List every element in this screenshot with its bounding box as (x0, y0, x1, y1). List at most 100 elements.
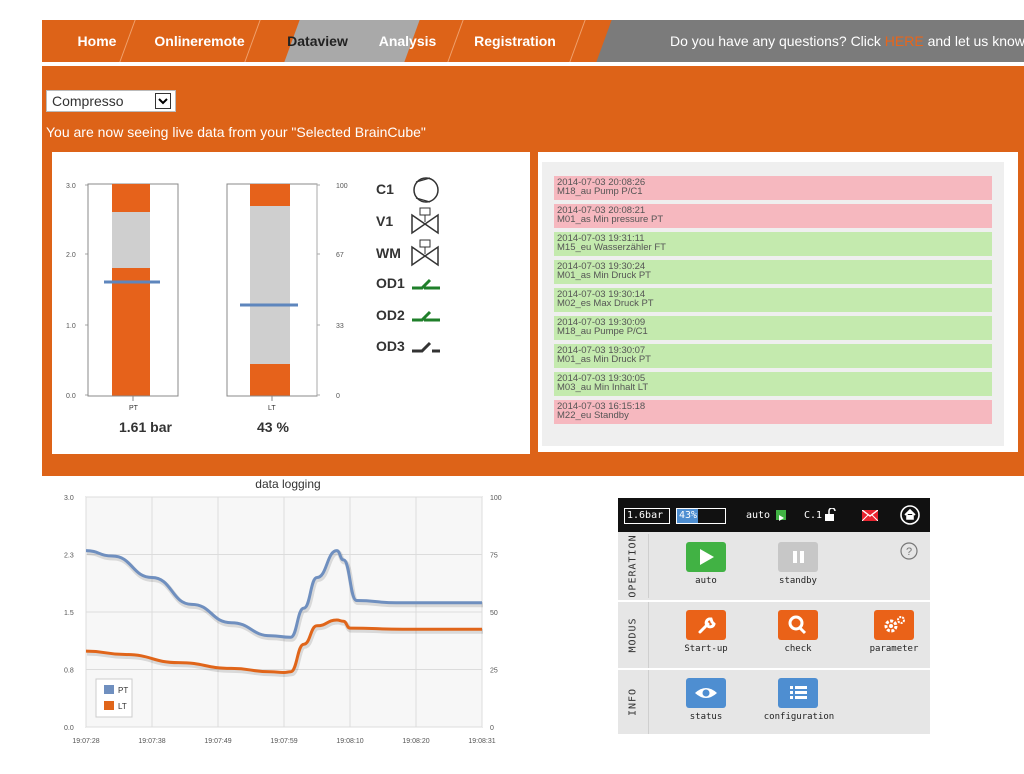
alarm-message: M01_as Min Druck PT (557, 270, 651, 281)
status-button[interactable] (686, 678, 726, 708)
chart-title: data logging (255, 477, 320, 491)
play-icon (700, 549, 714, 565)
top-navigation: Home Onlineremote Dataview Analysis Regi… (42, 20, 1024, 62)
configuration-button[interactable] (778, 678, 818, 708)
question-prefix: Do you have any questions? Click (670, 33, 881, 49)
od1-label: OD1 (376, 275, 405, 291)
pressure-display: 1.6bar (624, 508, 670, 524)
mode-text: auto (746, 510, 771, 521)
tank-gauge-panel: 3.0 2.0 1.0 0.0 PT 1.61 bar 10 (52, 152, 530, 454)
pt-tank-level (112, 268, 150, 396)
chart-x-tick-label: 19:08:10 (336, 738, 363, 745)
alarm-entry[interactable]: 2014-07-03 20:08:21 M01_as Min pressure … (554, 204, 992, 228)
wm-label: WM (376, 245, 401, 261)
alarm-time: 2014-07-03 19:31:11 (557, 233, 645, 244)
alarm-entry[interactable]: 2014-07-03 19:30:14 M02_es Max Druck PT (554, 288, 992, 312)
series-line-lt (85, 618, 482, 674)
lt-tank-level (250, 364, 290, 396)
alarm-entry[interactable]: 2014-07-03 20:08:26 M18_au Pump P/C1 (554, 176, 992, 200)
od3-label: OD3 (376, 338, 405, 354)
unlock-icon (825, 508, 836, 521)
alarm-message: M01_as Min pressure PT (557, 214, 664, 225)
chart-x-axis: 19:07:28 19:07:38 19:07:49 19:07:59 19:08:10… (72, 738, 495, 745)
chart-grid (85, 496, 483, 728)
mail-icon[interactable] (862, 510, 878, 521)
legend-swatch-lt (104, 701, 114, 710)
help-link[interactable]: HERE (884, 33, 924, 49)
nav-separator (569, 20, 586, 62)
braincube-selector[interactable]: Compresso (46, 90, 176, 112)
search-icon (788, 615, 807, 635)
pressure-value: 1.6bar (627, 510, 664, 521)
chart-right-tick-label: 50 (490, 610, 498, 617)
parameter-button[interactable] (874, 610, 914, 640)
nav-home[interactable]: Home (77, 33, 117, 49)
c1-status: C.1 (804, 510, 823, 521)
legend-swatch-pt (104, 685, 114, 694)
check-label: check (784, 644, 812, 654)
level-display: 43% (676, 508, 726, 524)
list-icon (790, 686, 807, 699)
nav-dataview[interactable]: Dataview (287, 33, 348, 49)
pt-tick-label: 0.0 (66, 393, 76, 400)
alarm-entry[interactable]: 2014-07-03 19:30:24 M01_as Min Druck PT (554, 260, 992, 284)
braincube-control-panel: 1.6bar 43% auto C.1 OPERATION aut (618, 498, 930, 734)
compressor-icon (413, 177, 439, 203)
chart-left-tick-label: 0.0 (64, 725, 74, 732)
alarm-entry[interactable]: 2014-07-03 16:15:18 M22_eu Standby (554, 400, 992, 424)
alarm-message: M22_eu Standby (557, 410, 629, 421)
component-list: C1 V1 WM OD1 OD2 OD3 (376, 177, 440, 354)
chart-right-tick-label: 0 (490, 725, 494, 732)
configuration-label: configuration (763, 712, 835, 722)
alarm-entry[interactable]: 2014-07-03 19:31:11 M15_eu Wasserzähler … (554, 232, 992, 256)
lt-tank-mid (250, 206, 290, 364)
wrench-icon (698, 617, 716, 634)
nav-registration[interactable]: Registration (474, 33, 556, 49)
alarm-entry[interactable]: 2014-07-03 19:30:05 M03_au Min Inhalt LT (554, 372, 992, 396)
lt-gauge: 100 67 33 0 LT 43 % (226, 183, 348, 435)
control-status-bar: 1.6bar 43% auto C.1 (618, 498, 930, 532)
c1-label: C1 (376, 181, 394, 197)
check-button[interactable] (778, 610, 818, 640)
start-up-button[interactable] (686, 610, 726, 640)
chart-x-tick-label: 19:07:49 (204, 738, 231, 745)
alarm-time: 2014-07-03 20:08:21 (557, 205, 646, 216)
chart-x-tick-label: 19:07:38 (138, 738, 165, 745)
start-up-label: Start-up (684, 644, 728, 654)
pt-tick-label: 2.0 (66, 252, 76, 259)
series-line-pt (85, 549, 482, 639)
nav-analysis[interactable]: Analysis (378, 33, 437, 49)
lt-tank-top (250, 184, 290, 206)
parameter-label: parameter (869, 644, 919, 654)
lt-reading: 43 % (257, 419, 289, 435)
help-icon[interactable]: ? (900, 542, 918, 560)
chart-series (85, 549, 483, 677)
chart-x-tick-label: 19:07:28 (72, 738, 99, 745)
lt-tick-label: 67 (336, 252, 344, 259)
level-fill (677, 509, 698, 523)
lt-tick-label: 0 (336, 393, 340, 400)
chart-x-tick-label: 19:08:20 (402, 738, 429, 745)
alarm-entry[interactable]: 2014-07-03 19:30:09 M18_au Pumpe P/C1 (554, 316, 992, 340)
info-section: INFO status configuration (618, 668, 930, 734)
switch-on-icon (412, 278, 440, 290)
pt-reading: 1.61 bar (119, 419, 172, 435)
alarm-message: M02_es Max Druck PT (557, 298, 654, 309)
standby-button[interactable] (778, 542, 818, 572)
chart-right-tick-label: 25 (490, 668, 498, 675)
auto-button[interactable] (686, 542, 726, 572)
pt-tick-label: 1.0 (66, 323, 76, 330)
home-icon[interactable] (900, 505, 920, 525)
status-label: status (689, 712, 723, 722)
standby-label: standby (779, 576, 817, 586)
section-label: OPERATION (618, 534, 649, 598)
alarm-message: M03_au Min Inhalt LT (557, 382, 649, 393)
chevron-down-icon[interactable] (155, 93, 171, 109)
chart-right-tick-label: 100 (490, 495, 502, 502)
alarm-message: M01_as Min Druck PT (557, 354, 651, 365)
alarm-entry[interactable]: 2014-07-03 19:30:07 M01_as Min Druck PT (554, 344, 992, 368)
alarm-time: 2014-07-03 19:30:24 (557, 261, 646, 272)
pause-icon (793, 551, 804, 563)
tank-gauges-svg: 3.0 2.0 1.0 0.0 PT 1.61 bar 10 (66, 177, 440, 435)
nav-onlineremote[interactable]: Onlineremote (154, 33, 245, 49)
